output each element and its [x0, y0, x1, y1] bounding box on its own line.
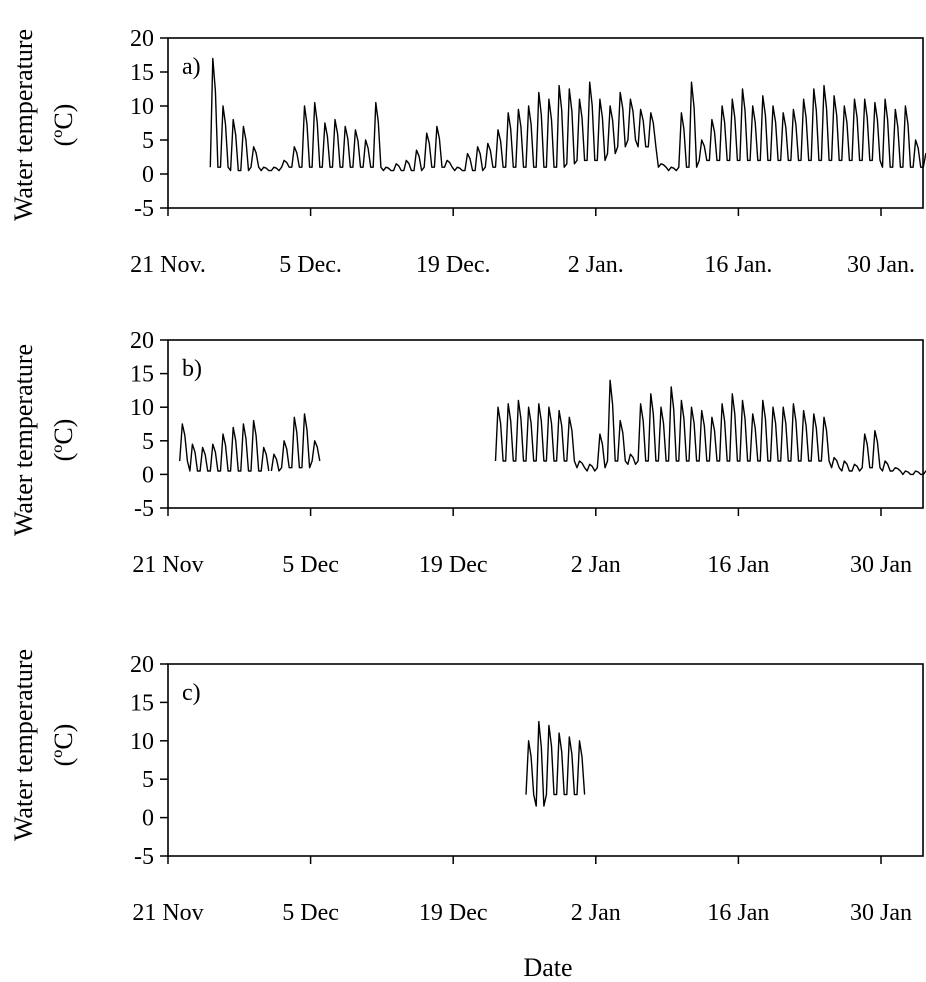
temperature-series-segment	[494, 379, 926, 476]
y-tick-label: -5	[134, 496, 154, 522]
y-tick-label: 10	[130, 94, 154, 120]
panel-label: a)	[182, 54, 201, 80]
x-tick-label: 30 Jan	[850, 552, 912, 578]
y-tick-label: -5	[134, 196, 154, 222]
x-tick-label: 5 Dec	[282, 552, 339, 578]
x-tick-label: 2 Jan	[571, 552, 621, 578]
temperature-series-segment	[179, 419, 270, 472]
x-tick-label: 21 Nov	[132, 900, 203, 926]
y-tick-label: 15	[130, 60, 154, 86]
y-axis-unit: (ºC)	[49, 724, 78, 767]
y-axis-unit: (ºC)	[49, 104, 78, 147]
y-axis-title: Water temperature	[9, 344, 38, 536]
y-tick-label: 0	[142, 462, 154, 488]
y-tick-label: 10	[130, 729, 154, 755]
y-tick-label: 15	[130, 362, 154, 388]
y-tick-label: 5	[142, 429, 154, 455]
temperature-series-segment	[209, 57, 926, 172]
x-tick-label: 30 Jan.	[847, 252, 915, 278]
x-tick-label: 16 Jan.	[704, 252, 772, 278]
panel-label: b)	[182, 356, 202, 382]
x-tick-label: 2 Jan.	[568, 252, 624, 278]
y-tick-label: 20	[130, 328, 154, 354]
y-tick-label: 0	[142, 162, 154, 188]
y-axis-title: Water temperature	[9, 649, 38, 841]
panel-c: -5 0 5 10 15 20 21 Nov 5 Dec 19 Dec 2 Jan 16 Jan 30…	[9, 649, 924, 926]
panel-label: c)	[182, 680, 201, 706]
x-tick-label: 5 Dec.	[279, 252, 342, 278]
panel-b: -5 0 5 10 15 20 21 Nov 5 Dec 19 Dec 2 Jan 16 Jan 30…	[9, 328, 926, 578]
plot-frame	[167, 37, 924, 209]
x-tick-label: 19 Dec.	[416, 252, 491, 278]
plot-frame	[167, 339, 924, 509]
x-tick-label: 5 Dec	[282, 900, 339, 926]
x-tick-label: 2 Jan	[571, 900, 621, 926]
x-tick-label: 30 Jan	[850, 900, 912, 926]
x-axis-title: Date	[523, 953, 572, 982]
x-tick-label: 19 Dec	[419, 900, 488, 926]
y-tick-label: -5	[134, 844, 154, 870]
plot-frame	[167, 663, 924, 857]
y-tick-label: 0	[142, 806, 154, 832]
panel-a: -5 0 5 10 15 20 21 Nov. 5 Dec. 19 Dec. 2 Jan. 16 J…	[9, 26, 926, 278]
y-tick-label: 20	[130, 26, 154, 52]
temperature-series-segment	[270, 413, 321, 472]
y-axis-title: Water temperature	[9, 29, 38, 221]
y-axis-unit: (ºC)	[49, 419, 78, 462]
y-tick-label: 5	[142, 128, 154, 154]
y-tick-label: 15	[130, 690, 154, 716]
y-tick-label: 10	[130, 395, 154, 421]
temperature-series-segment	[525, 720, 586, 807]
x-tick-label: 21 Nov	[132, 552, 203, 578]
x-tick-label: 16 Jan	[707, 552, 769, 578]
x-tick-label: 19 Dec	[419, 552, 488, 578]
y-tick-label: 20	[130, 652, 154, 678]
x-tick-label: 16 Jan	[707, 900, 769, 926]
x-tick-label: 21 Nov.	[130, 252, 206, 278]
y-tick-label: 5	[142, 767, 154, 793]
